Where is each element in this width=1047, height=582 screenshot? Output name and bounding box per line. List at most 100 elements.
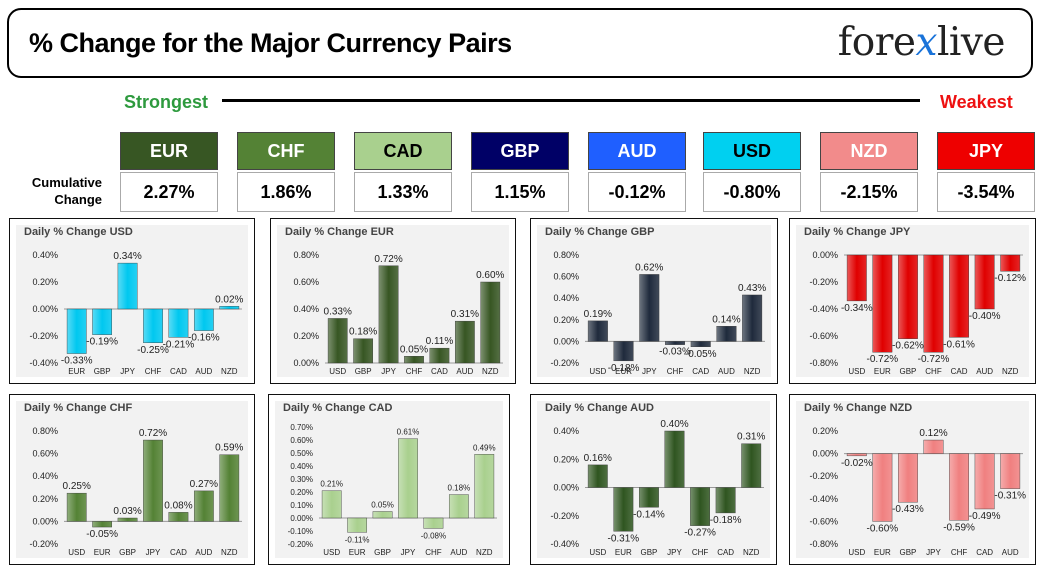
y-tick-label: -0.20% — [809, 471, 838, 481]
bar-nzd — [219, 454, 240, 522]
data-label: 0.72% — [139, 428, 167, 439]
bar-nzd — [474, 454, 495, 519]
x-tick-label: NZD — [482, 367, 499, 376]
bar-chf — [143, 308, 163, 343]
bar-chf — [404, 356, 424, 364]
data-label: 0.18% — [448, 484, 471, 493]
bar-nzd — [480, 281, 501, 364]
y-tick-label: 0.60% — [290, 436, 313, 445]
data-label: -0.08% — [421, 531, 446, 540]
data-label: 0.43% — [738, 283, 766, 294]
bar-jpy — [664, 430, 685, 488]
data-label: 0.21% — [320, 480, 343, 489]
x-tick-label: NZD — [221, 367, 238, 376]
chart-title: Daily % Change USD — [24, 226, 133, 238]
y-tick-label: -0.60% — [809, 516, 838, 526]
chart-panel-gbp: Daily % Change GBP 0.80% 0.60% 0.40% 0.20% 0.… — [530, 218, 778, 384]
chart-panel-eur: Daily % Change EUR 0.80% 0.60% 0.40% 0.20% 0.… — [270, 218, 516, 384]
x-tick-label: GBP — [640, 548, 657, 557]
x-tick-label: CHF — [145, 367, 162, 376]
data-label: -0.43% — [892, 504, 924, 515]
y-tick-label: -0.40% — [809, 494, 838, 504]
bar-eur — [347, 517, 368, 533]
bar-usd — [66, 492, 87, 522]
x-tick-label: CHF — [692, 548, 709, 557]
currency-tile-eur: EUR 2.27% — [120, 132, 218, 212]
chart-panel-jpy: Daily % Change JPY 0.00% -0.20% -0.40% -0.60… — [789, 218, 1036, 384]
currency-tile-gbp: GBP 1.15% — [471, 132, 569, 212]
bar-cad — [168, 512, 189, 522]
data-label: -0.72% — [867, 354, 899, 365]
x-tick-label: CAD — [170, 367, 187, 376]
bar-usd — [587, 464, 608, 488]
x-tick-label: JPY — [667, 548, 682, 557]
chart-gbp: 0.80%0.60%0.40%0.20%0.00%-0.20%0.19%USD -… — [550, 250, 766, 376]
bar-aud — [1000, 453, 1021, 489]
x-tick-label: GBP — [94, 367, 111, 376]
y-tick-label: 0.10% — [290, 501, 313, 510]
y-tick-label: 0.00% — [290, 514, 313, 523]
data-label: -0.11% — [345, 535, 370, 544]
chart-panel-usd: Daily % Change USD 0.40% 0.20% 0.00% -0.20% -… — [9, 218, 255, 384]
bar-eur — [872, 453, 893, 522]
bar-nzd — [219, 306, 240, 310]
currency-tile-cad: CAD 1.33% — [354, 132, 452, 212]
data-label: -0.40% — [969, 311, 1001, 322]
x-tick-label: USD — [329, 367, 346, 376]
data-label: 0.40% — [660, 419, 688, 430]
data-label: 0.02% — [215, 294, 243, 305]
x-tick-label: CAD — [431, 367, 448, 376]
data-label: 0.72% — [374, 254, 402, 265]
y-tick-label: 0.30% — [290, 475, 313, 484]
currency-code: CAD — [354, 132, 452, 170]
data-label: 0.12% — [919, 428, 947, 439]
data-label: -0.31% — [994, 491, 1026, 502]
data-label: 0.31% — [451, 309, 479, 320]
data-label: 0.18% — [349, 327, 377, 338]
data-label: 0.49% — [473, 443, 496, 452]
x-tick-label: GBP — [355, 367, 372, 376]
data-label: 0.08% — [164, 500, 192, 511]
rank-divider-line — [222, 99, 920, 102]
chart-title: Daily % Change JPY — [804, 226, 911, 238]
x-tick-label: EUR — [874, 367, 891, 376]
y-tick-label: 0.40% — [32, 250, 58, 260]
chart-eur: 0.80% 0.60% 0.40% 0.20% 0.00% 0.33% USD 0.18% GB… — [293, 250, 504, 376]
y-tick-label: 0.00% — [293, 358, 319, 368]
cumulative-change-label: Cumulative Change — [31, 175, 102, 207]
y-tick-label: 0.20% — [32, 494, 58, 504]
x-tick-label: CAD — [692, 367, 709, 376]
data-label: -0.02% — [841, 458, 873, 469]
y-tick-label: 0.20% — [290, 488, 313, 497]
x-tick-label: AUD — [195, 367, 212, 376]
x-tick-label: USD — [589, 548, 606, 557]
data-label: 0.25% — [63, 481, 91, 492]
data-label: 0.05% — [371, 501, 394, 510]
bar-aud — [974, 254, 995, 310]
chart-title: Daily % Change CAD — [283, 402, 393, 414]
bar-cad — [429, 347, 450, 364]
y-tick-label: -0.40% — [809, 304, 838, 314]
data-label: 0.05% — [400, 344, 428, 355]
y-tick-label: 0.40% — [32, 471, 58, 481]
currency-code: GBP — [471, 132, 569, 170]
x-tick-label: JPY — [381, 367, 396, 376]
x-tick-label: USD — [68, 548, 85, 557]
currency-tile-jpy: JPY -3.54% — [937, 132, 1035, 212]
chart-panel-cad: Daily % Change CAD 0.70% 0.60% 0.50% 0.40% 0.… — [268, 394, 510, 565]
currency-tile-chf: CHF 1.86% — [237, 132, 335, 212]
y-tick-label: 0.50% — [290, 449, 313, 458]
forexlive-logo: forexlive — [837, 20, 1006, 65]
chart-title: Daily % Change NZD — [804, 402, 913, 414]
bar-aud — [454, 320, 475, 364]
title-banner: % Change for the Major Currency Pairs fo… — [7, 8, 1033, 78]
data-label: -0.12% — [994, 273, 1026, 284]
y-tick-label: 0.60% — [293, 277, 319, 287]
currency-tile-usd: USD -0.80% — [703, 132, 801, 212]
x-tick-label: EUR — [615, 367, 632, 376]
x-tick-label: GBP — [119, 548, 136, 557]
x-tick-label: EUR — [94, 548, 111, 557]
y-tick-label: 0.40% — [293, 304, 319, 314]
x-tick-label: CAD — [976, 548, 993, 557]
y-tick-label: 0.00% — [553, 483, 579, 493]
